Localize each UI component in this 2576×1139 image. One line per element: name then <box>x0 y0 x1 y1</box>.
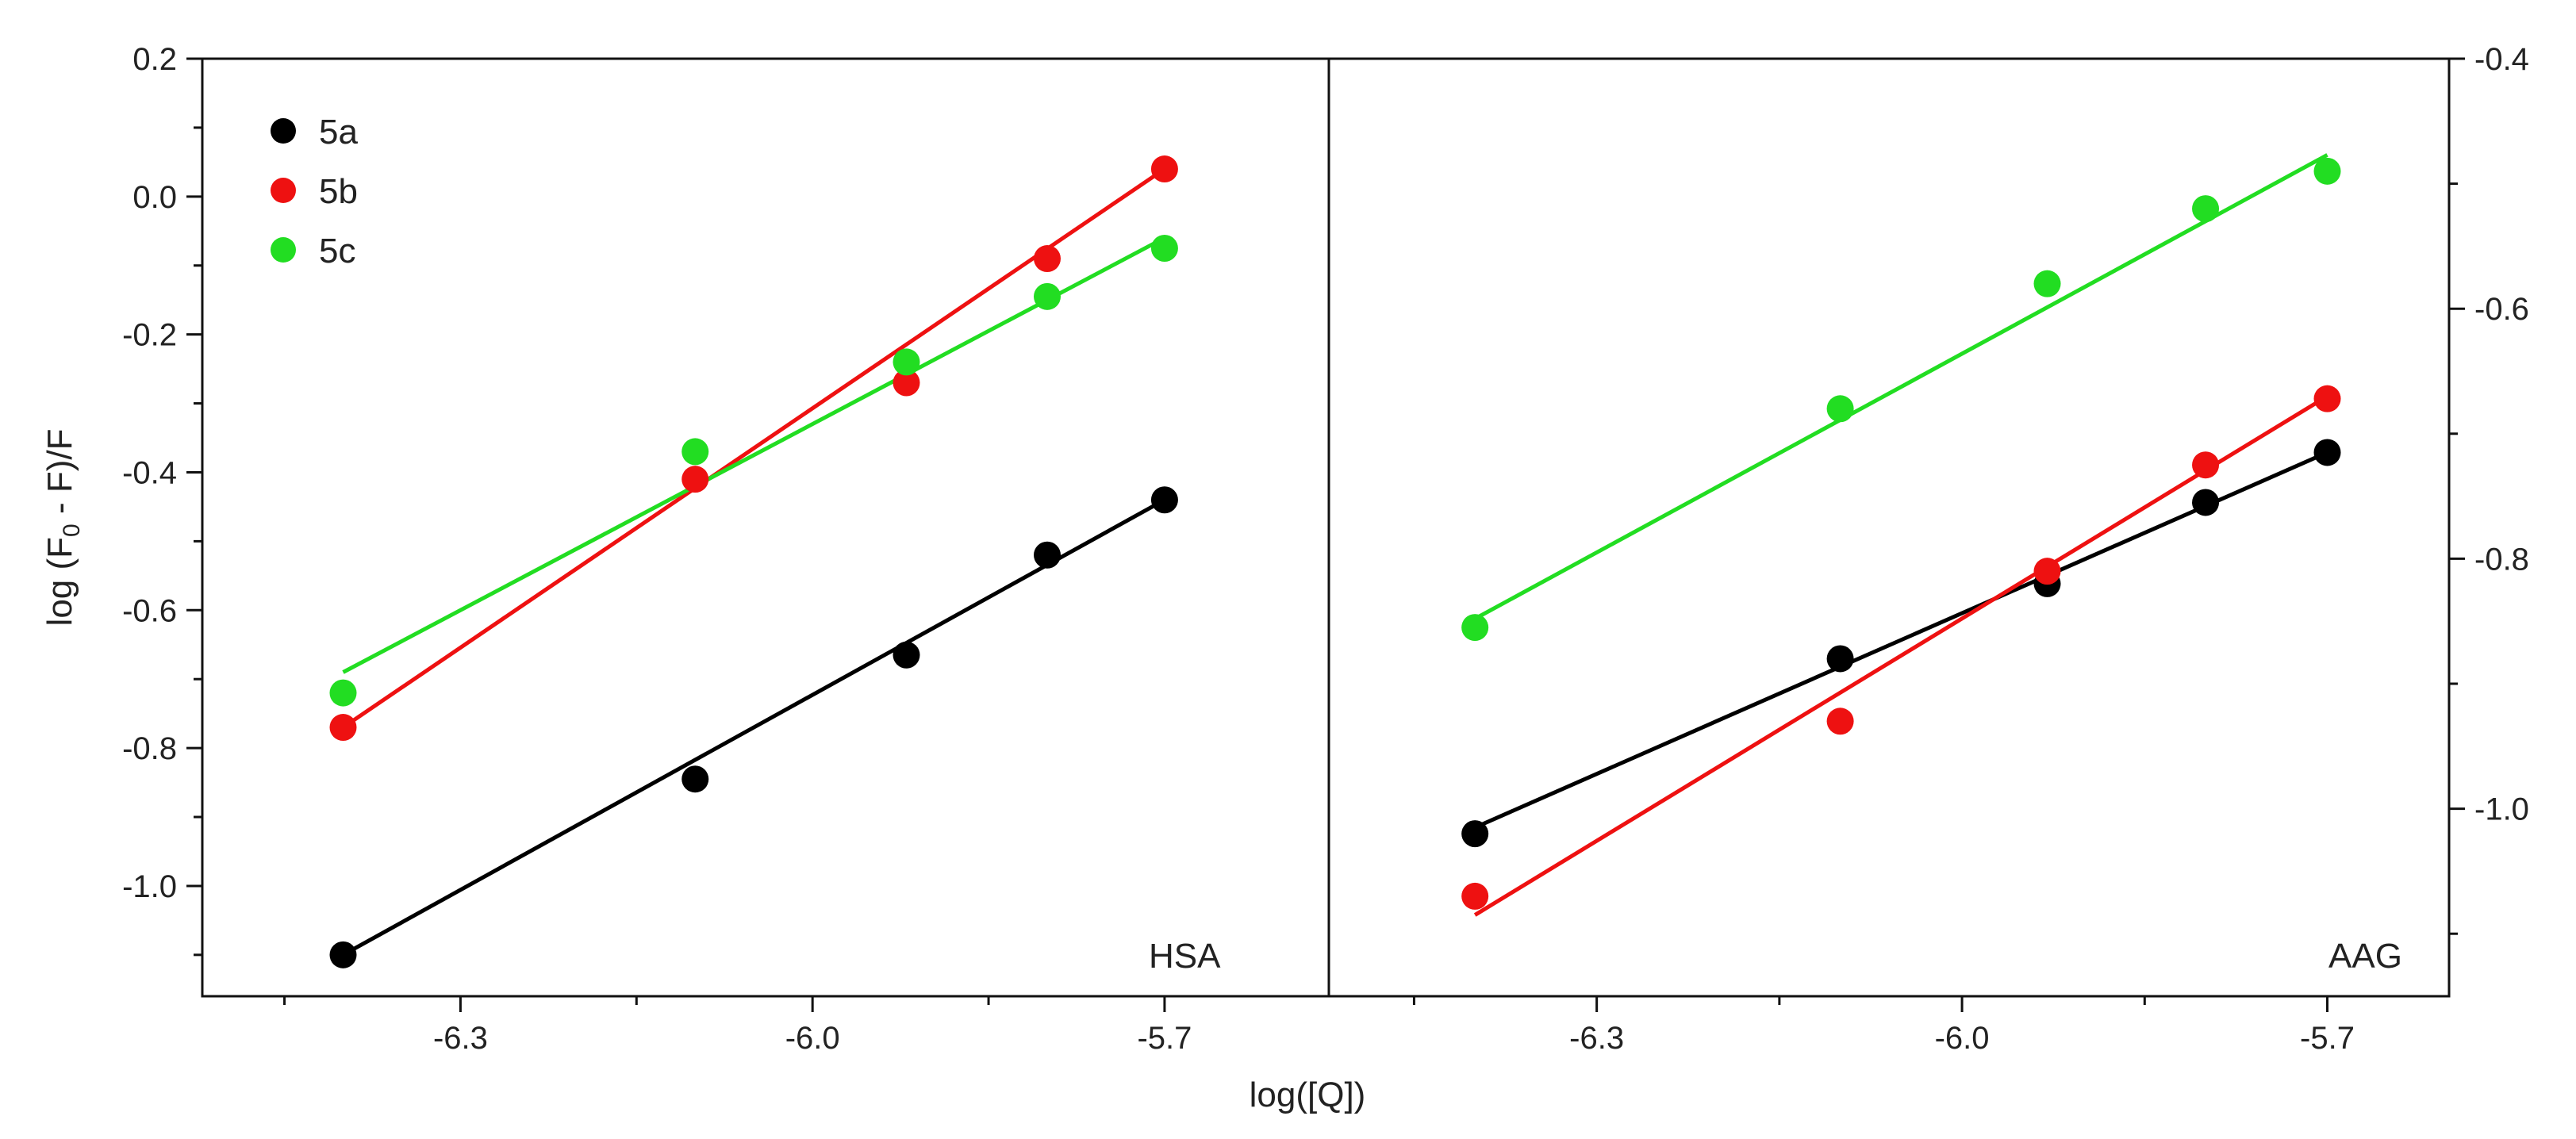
aag-y-tick-label: -0.4 <box>2474 42 2529 77</box>
aag-series-5b-point <box>2313 385 2341 412</box>
hsa-series-5a-point <box>1034 541 1061 569</box>
aag-plot-frame <box>1327 57 2451 998</box>
hsa-series-5b-point <box>1150 155 1178 183</box>
hsa-series-5b-point <box>893 369 920 397</box>
axis-ticks: -6.3 -6.0 -5.7 0.2 0.0 -0.2 -0.4 -0.6 -0.8 -1.0 -6… <box>122 42 2529 1056</box>
aag-series-5c-point <box>2192 195 2220 223</box>
aag-y-tick-label: -0.8 <box>2474 542 2529 577</box>
hsa-series-5c-point <box>329 679 357 707</box>
hsa-y-tick-label: -1.0 <box>122 869 177 904</box>
aag-x-tick-label: -6.3 <box>1569 1021 1624 1056</box>
hsa-series-5a-point <box>329 941 357 968</box>
y-axis-title: log (F0 - F)/F <box>40 429 85 627</box>
hsa-series-5b-point <box>1034 245 1061 273</box>
legend-label-5c: 5c <box>319 232 355 270</box>
legend-label-5b: 5b <box>319 172 358 211</box>
legend-marker-5b <box>271 178 296 203</box>
aag-series-5a-point <box>1461 820 1489 848</box>
hsa-y-tick-label: 0.0 <box>132 180 177 215</box>
aag-series-5b-fit-line <box>1473 394 2328 917</box>
aag-series-5a-point <box>2313 439 2341 466</box>
aag-series-5c-point <box>1826 395 1854 423</box>
aag-series-5b-point <box>2033 558 2061 585</box>
aag-y-tick-label: -0.6 <box>2474 292 2529 327</box>
aag-series-5c-point <box>2313 157 2341 185</box>
hsa-x-tick-label: -5.7 <box>1137 1021 1192 1056</box>
hsa-y-tick-label: -0.2 <box>122 318 177 353</box>
aag-series-5b-point <box>1826 708 1854 735</box>
hsa-series-5a-point <box>681 765 709 793</box>
x-axis-title: log([Q]) <box>1250 1076 1366 1114</box>
hsa-series-5a-point <box>1150 486 1178 514</box>
hsa-series-5c-point <box>1034 282 1061 310</box>
hsa-series-5c-point <box>681 438 709 466</box>
hsa-series-5b-fit-line <box>342 167 1166 730</box>
legend-marker-5a <box>271 118 296 144</box>
aag-x-tick-label: -5.7 <box>2300 1021 2355 1056</box>
hsa-y-tick-label: -0.8 <box>122 731 177 766</box>
aag-panel-label: AAG <box>2328 937 2402 976</box>
y-axis-title-tail: - F)/F <box>40 429 79 524</box>
hsa-series-5c-point <box>893 348 920 376</box>
data-points <box>329 155 2341 968</box>
aag-series-5a-point <box>1826 645 1854 673</box>
hsa-panel-label: HSA <box>1149 937 1221 976</box>
hsa-y-tick-label: -0.6 <box>122 593 177 628</box>
hsa-series-5c-fit-line <box>342 236 1166 674</box>
hsa-series-5c-point <box>1150 235 1178 263</box>
hsa-y-tick-label: 0.2 <box>132 42 177 77</box>
hsa-y-tick-label: -0.4 <box>122 455 177 490</box>
hsa-x-tick-label: -6.3 <box>433 1021 488 1056</box>
legend-label-5a: 5a <box>319 113 358 151</box>
hsa-plot-frame <box>201 57 1330 998</box>
aag-series-5a-point <box>2192 489 2220 516</box>
y-axis-title-subscript: 0 <box>59 523 85 537</box>
fit-lines <box>342 153 2328 957</box>
hsa-series-5b-point <box>329 714 357 742</box>
aag-series-5c-point <box>2033 270 2061 297</box>
legend: 5a 5b 5c <box>271 113 358 270</box>
y-axis-title-main: log (F <box>40 537 79 626</box>
hsa-series-5a-fit-line <box>342 498 1166 957</box>
legend-marker-5c <box>271 237 296 263</box>
aag-series-5b-point <box>2192 451 2220 479</box>
hsa-series-5a-point <box>893 641 920 669</box>
aag-series-5c-point <box>1461 614 1489 642</box>
aag-series-5c-fit-line <box>1473 153 2328 621</box>
aag-series-5a-fit-line <box>1474 451 2328 830</box>
aag-series-5b-point <box>1461 882 1489 910</box>
hsa-x-tick-label: -6.0 <box>785 1021 840 1056</box>
aag-x-tick-label: -6.0 <box>1935 1021 1990 1056</box>
aag-y-tick-label: -1.0 <box>2474 792 2529 827</box>
hsa-series-5b-point <box>681 466 709 493</box>
